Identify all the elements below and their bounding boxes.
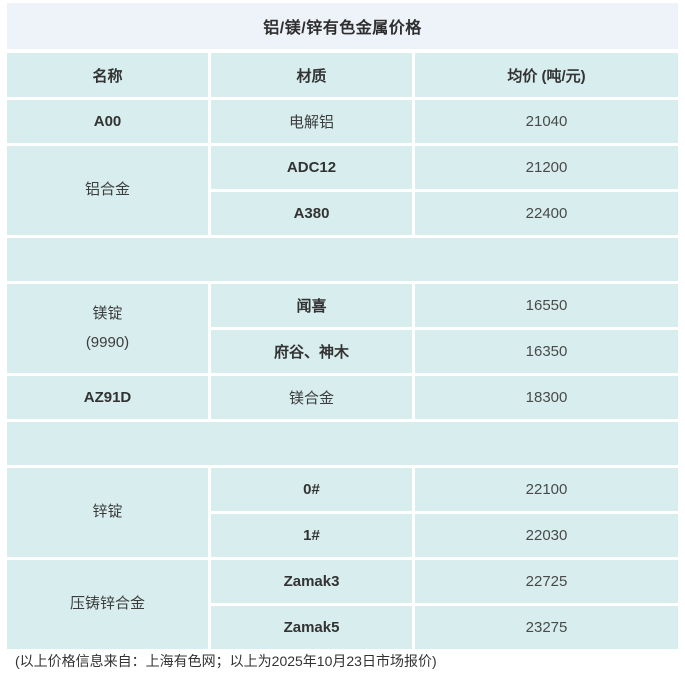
name-cell: A380 <box>211 192 412 235</box>
material-cell: 压铸锌合金 <box>7 560 208 649</box>
material-cell: 镁合金 <box>211 376 412 419</box>
table-group-electrolytic-aluminum: A00 电解铝 21040 <box>7 100 678 143</box>
section-spacer-row <box>7 422 678 465</box>
name-cell: Zamak5 <box>211 606 412 649</box>
material-label: 镁锭 <box>92 305 123 322</box>
source-footnote: (以上价格信息来自：上海有色网；以上为2025年10月23日市场报价) <box>15 653 437 669</box>
material-cell: 锌锭 <box>7 468 208 557</box>
table-group-diecast-zinc-alloy: Zamak3 压铸锌合金 22725 Zamak5 23275 <box>7 560 678 649</box>
table-group-aluminum-alloy: ADC12 铝合金 21200 A380 22400 <box>7 146 678 235</box>
name-cell: 1# <box>211 514 412 557</box>
material-grade-note: (9990) <box>85 333 130 351</box>
price-cell: 16350 <box>415 330 678 373</box>
material-cell: 铝合金 <box>7 146 208 235</box>
material-cell: 电解铝 <box>211 100 412 143</box>
name-cell: 府谷、神木 <box>211 330 412 373</box>
price-cell: 18300 <box>415 376 678 419</box>
price-cell: 22030 <box>415 514 678 557</box>
price-cell: 22725 <box>415 560 678 603</box>
column-header-price: 均价 (吨/元) <box>415 53 678 97</box>
price-cell: 16550 <box>415 284 678 327</box>
price-table: 名称 材质 均价 (吨/元) A00 电解铝 21040 ADC12 铝合金 2… <box>7 53 678 649</box>
name-cell: A00 <box>7 100 208 143</box>
column-header-name: 名称 <box>7 53 208 97</box>
section-spacer-row <box>7 238 678 281</box>
page-title: 铝/镁/锌有色金属价格 <box>7 3 678 49</box>
table-group-magnesium-ingot: 闻喜 镁锭 (9990) 16550 府谷、神木 16350 <box>7 284 678 373</box>
price-cell: 22400 <box>415 192 678 235</box>
table-group-zinc-ingot: 0# 锌锭 22100 1# 22030 <box>7 468 678 557</box>
name-cell: 闻喜 <box>211 284 412 327</box>
name-cell: ADC12 <box>211 146 412 189</box>
price-cell: 23275 <box>415 606 678 649</box>
name-cell: AZ91D <box>7 376 208 419</box>
name-cell: 0# <box>211 468 412 511</box>
name-cell: Zamak3 <box>211 560 412 603</box>
material-cell: 镁锭 (9990) <box>7 284 208 373</box>
table-group-magnesium-alloy: AZ91D 镁合金 18300 <box>7 376 678 419</box>
price-cell: 22100 <box>415 468 678 511</box>
column-header-material: 材质 <box>211 53 412 97</box>
price-cell: 21200 <box>415 146 678 189</box>
table-header-row: 名称 材质 均价 (吨/元) <box>7 53 678 97</box>
price-cell: 21040 <box>415 100 678 143</box>
